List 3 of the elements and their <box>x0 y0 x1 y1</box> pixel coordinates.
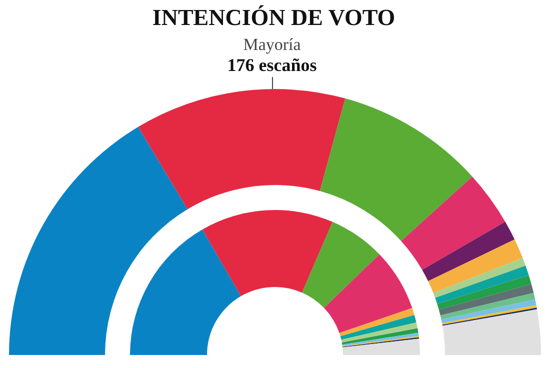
chart-title: INTENCIÓN DE VOTO <box>152 5 396 30</box>
text: 176 escaños <box>227 55 317 75</box>
text: Mayoría <box>243 35 302 54</box>
